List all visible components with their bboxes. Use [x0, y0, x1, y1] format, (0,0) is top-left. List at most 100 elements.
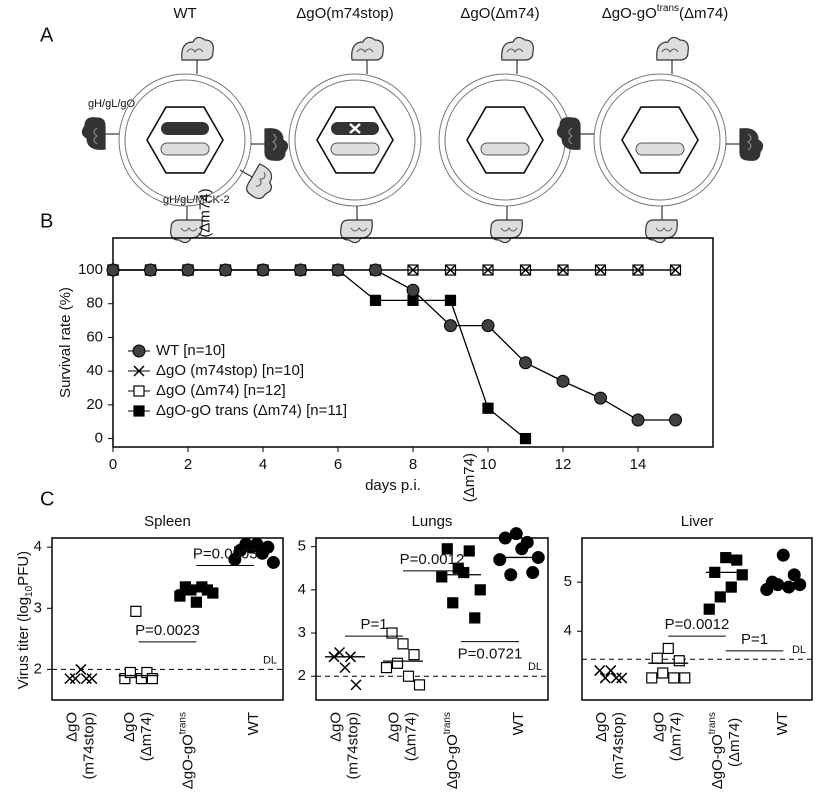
- marker-circle: [526, 566, 540, 580]
- virus-label-part: trans: [657, 3, 679, 14]
- x-tick-label-part: (Δm74): [726, 718, 743, 767]
- glycoprotein: [239, 163, 273, 200]
- protein: [556, 117, 581, 150]
- y-tick-label: 80: [86, 295, 103, 312]
- p-value: P=1: [741, 631, 768, 648]
- protein-detail: [256, 172, 266, 187]
- x-tick-label: (Δm74): [138, 712, 155, 761]
- marker-circle: [594, 391, 607, 405]
- p-value: P=0.0023: [135, 622, 200, 639]
- panel-letter: C: [40, 488, 54, 510]
- x-tick-label: 6: [334, 456, 342, 473]
- marker-square: [174, 590, 186, 602]
- protein: [501, 36, 534, 61]
- x-tick-label: 8: [409, 456, 417, 473]
- marker-square: [436, 571, 448, 583]
- tegument: [124, 79, 246, 201]
- marker-square: [482, 402, 494, 414]
- y-tick-label: 5: [564, 573, 572, 590]
- capsid: [316, 106, 394, 174]
- marker-x: [605, 665, 617, 677]
- marker-x: [333, 646, 346, 659]
- marker-x: [594, 264, 607, 276]
- virus-label-part: (Δm74): [679, 5, 728, 22]
- marker-x: [133, 365, 145, 377]
- protein-detail: [506, 48, 524, 53]
- gene: [480, 142, 530, 156]
- envelope: [288, 73, 422, 207]
- glycoprotein: [726, 128, 764, 161]
- x-tick-label: (m74stop): [610, 712, 627, 780]
- marker-circle: [782, 580, 796, 594]
- marker-circle: [106, 263, 120, 277]
- marker-circle: [493, 553, 507, 567]
- protein-detail: [655, 227, 673, 232]
- x-tick-label: WT: [510, 712, 527, 735]
- glycoprotein: [645, 206, 678, 244]
- marker-square: [441, 543, 453, 555]
- marker-circle: [504, 568, 518, 582]
- x-tick-label-part: (Δm74): [196, 188, 213, 237]
- x-tick-label: 4: [259, 456, 267, 473]
- y-tick-label: 2: [34, 660, 42, 677]
- marker-square: [673, 655, 685, 667]
- marker-square: [731, 554, 743, 566]
- glycoprotein-label: gH/gL/MCK-2: [163, 194, 230, 206]
- marker-square: [391, 657, 404, 669]
- marker-circle: [444, 319, 457, 333]
- marker-square: [736, 569, 748, 581]
- marker-circle: [509, 527, 523, 541]
- protein: [170, 219, 203, 244]
- glycoprotein: [340, 206, 373, 244]
- x-tick-label: (m74stop): [344, 712, 361, 780]
- plot-frame: [581, 537, 813, 701]
- chart-title: Lungs: [412, 513, 453, 530]
- virus-label-part: ΔgO(m74stop): [296, 5, 394, 22]
- marker-square: [369, 294, 382, 306]
- protein-detail: [93, 127, 98, 145]
- glycoprotein: [351, 36, 384, 74]
- x-tick-label: 0: [109, 456, 117, 473]
- marker-x: [444, 264, 457, 276]
- y-tick-label: 20: [86, 396, 103, 413]
- marker-circle: [520, 535, 534, 549]
- x-tick-label: WT: [774, 712, 791, 735]
- protein: [739, 128, 764, 161]
- detection-limit-label: DL: [528, 661, 542, 673]
- y-axis-label-part: 10: [24, 585, 35, 597]
- x-tick-label: 2: [184, 456, 192, 473]
- x-tick-label: 10: [480, 456, 497, 473]
- marker-circle: [556, 374, 570, 388]
- x-tick-label-part: trans: [178, 712, 189, 734]
- marker-square: [679, 672, 691, 684]
- detection-limit-label: DL: [263, 654, 277, 666]
- x-tick-label: (Δm74): [668, 712, 685, 761]
- protein-detail: [356, 48, 374, 53]
- protein: [645, 219, 678, 244]
- x-tick-label-part: (Δm74): [461, 453, 478, 502]
- marker-square: [646, 672, 658, 684]
- x-tick-label-part: trans: [707, 712, 718, 734]
- marker-square: [146, 673, 158, 685]
- y-tick-label: 40: [86, 362, 103, 379]
- protein-detail: [568, 127, 573, 145]
- y-axis-label-part: Virus titer (log: [15, 597, 32, 689]
- p-value: P=0.0721: [458, 646, 523, 663]
- marker-square: [124, 666, 136, 679]
- gene: [635, 142, 685, 156]
- marker-square: [725, 581, 737, 593]
- glycoprotein: [656, 36, 689, 74]
- marker-square: [380, 661, 393, 674]
- marker-square: [720, 552, 732, 564]
- marker-circle: [331, 263, 345, 277]
- marker-circle: [498, 531, 512, 545]
- marker-x: [599, 672, 611, 684]
- y-tick-label: 2: [298, 667, 306, 684]
- marker-square: [668, 672, 680, 684]
- marker-square: [703, 603, 715, 615]
- protein-detail: [350, 227, 368, 232]
- x-tick-label: WT: [245, 712, 262, 735]
- virus-label: WT: [173, 5, 196, 22]
- p-value: P=0.0012: [665, 616, 730, 633]
- virus-label: ΔgO(Δm74): [460, 5, 539, 22]
